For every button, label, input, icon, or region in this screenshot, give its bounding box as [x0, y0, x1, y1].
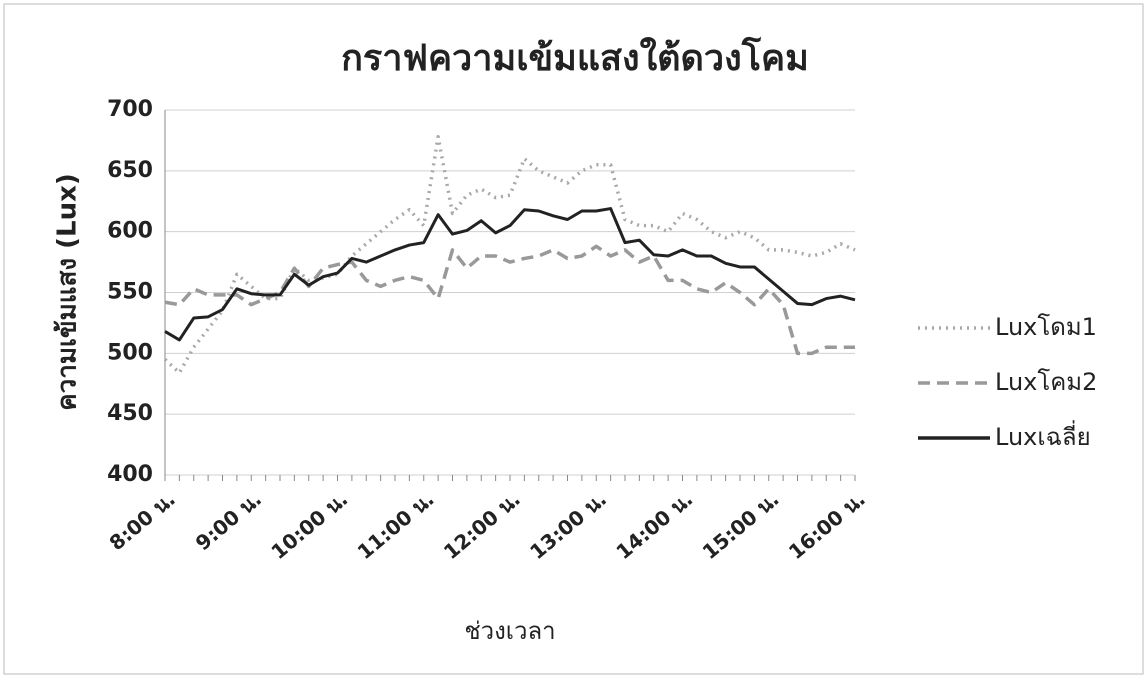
- y-axis-label: ความเข้มแสง (Lux): [53, 173, 83, 411]
- y-tick-label: 550: [107, 280, 153, 305]
- y-tick-label: 700: [107, 97, 153, 122]
- x-axis-label: ช่วงเวลา: [464, 617, 555, 645]
- y-tick-label: 500: [107, 340, 153, 365]
- legend-label: Luxเฉลี่ย: [995, 420, 1091, 451]
- chart-title: กราฟความเข้มแสงใต้ดวงโคม: [341, 36, 809, 79]
- y-tick-label: 650: [107, 158, 153, 183]
- y-tick-label: 600: [107, 219, 153, 244]
- y-tick-label: 400: [107, 462, 153, 487]
- chart-frame: [3, 3, 1144, 675]
- y-tick-label: 450: [107, 401, 153, 426]
- series-line: [164, 207, 856, 342]
- series-line: [164, 244, 855, 356]
- legend-label: Luxโคม2: [995, 368, 1097, 396]
- legend-label: Luxโดม1: [995, 313, 1097, 341]
